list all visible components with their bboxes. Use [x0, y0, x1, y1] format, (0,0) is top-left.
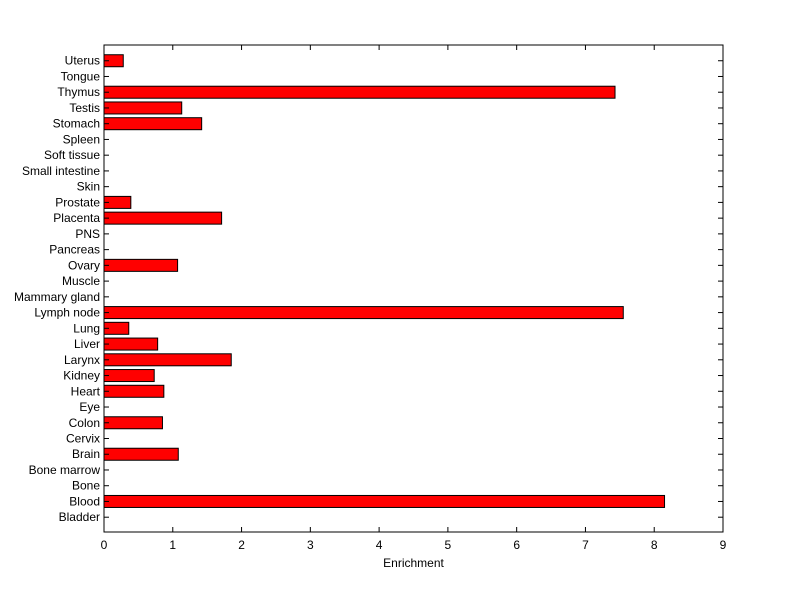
y-tick-label: Soft tissue — [44, 148, 100, 162]
y-tick-label: Testis — [69, 101, 100, 115]
y-tick-label: Mammary gland — [14, 290, 100, 304]
x-tick-label: 8 — [651, 538, 658, 552]
x-tick-label: 1 — [169, 538, 176, 552]
y-tick-label: Bone marrow — [29, 463, 101, 477]
y-tick-label: Spleen — [63, 132, 100, 146]
bar-lymph-node — [103, 306, 624, 320]
y-tick-label: Eye — [79, 400, 100, 414]
y-tick-label: Prostate — [55, 195, 100, 209]
y-tick-label: Larynx — [64, 353, 100, 367]
y-tick-label: Stomach — [53, 117, 100, 131]
y-tick-label: Uterus — [65, 54, 100, 68]
bar-kidney — [103, 369, 155, 383]
y-tick-label: Liver — [74, 337, 100, 351]
x-axis-label: Enrichment — [383, 556, 444, 570]
y-tick-label: Thymus — [57, 85, 100, 99]
bar-brain — [103, 447, 179, 461]
bar-stomach — [103, 117, 203, 131]
y-tick-label: PNS — [75, 227, 100, 241]
x-tick-label: 3 — [307, 538, 314, 552]
bar-larynx — [103, 353, 232, 367]
y-tick-label: Ovary — [68, 258, 100, 272]
bar-blood — [103, 494, 666, 508]
x-tick-label: 2 — [238, 538, 245, 552]
bar-thymus — [103, 85, 616, 99]
x-tick-label: 0 — [101, 538, 108, 552]
y-tick-label: Lung — [73, 321, 100, 335]
y-tick-label: Brain — [72, 447, 100, 461]
plot-area-frame — [103, 44, 724, 533]
y-tick-label: Heart — [71, 384, 101, 398]
x-tick-label: 4 — [376, 538, 383, 552]
y-tick-label: Skin — [77, 180, 100, 194]
y-tick-label: Muscle — [62, 274, 100, 288]
bar-ovary — [103, 258, 179, 272]
y-tick-label: Small intestine — [22, 164, 100, 178]
x-tick-label: 7 — [582, 538, 589, 552]
y-tick-label: Lymph node — [34, 306, 100, 320]
y-tick-label: Cervix — [66, 432, 100, 446]
y-tick-label: Kidney — [63, 369, 100, 383]
bar-heart — [103, 384, 165, 398]
y-tick-label: Blood — [69, 494, 100, 508]
bar-testis — [103, 101, 183, 115]
y-tick-label: Tongue — [61, 69, 101, 83]
bar-placenta — [103, 211, 223, 225]
y-tick-label: Placenta — [53, 211, 100, 225]
bar-colon — [103, 416, 163, 430]
bar-liver — [103, 337, 159, 351]
x-tick-label: 6 — [513, 538, 520, 552]
x-tick-label: 5 — [445, 538, 452, 552]
y-tick-label: Colon — [69, 416, 100, 430]
y-tick-label: Bone — [72, 479, 100, 493]
x-tick-label: 9 — [720, 538, 727, 552]
y-tick-label: Pancreas — [49, 243, 100, 257]
y-tick-label: Bladder — [59, 510, 100, 524]
